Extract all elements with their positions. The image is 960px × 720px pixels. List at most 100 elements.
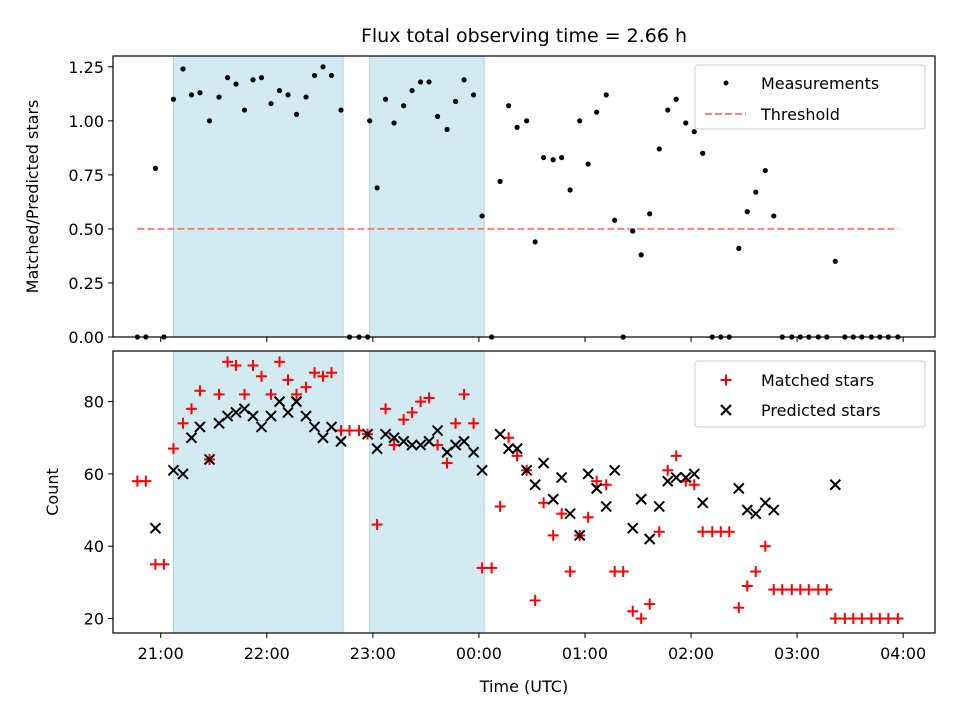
cross-stroke (502, 442, 515, 455)
bottom-legend-box (694, 360, 926, 428)
measurement-point (328, 72, 335, 79)
cross-stroke (564, 507, 576, 520)
bottom-x-ticks: 21:00 22:00 23:00 00:00 01:00 02:00 03:00 04:00 (138, 633, 926, 663)
predicted-point (449, 439, 462, 451)
matched-point (406, 406, 418, 418)
cross-stroke (414, 439, 427, 451)
measurement-point (532, 239, 538, 245)
cross-stroke (325, 421, 338, 433)
cross-stroke (750, 507, 762, 520)
matched-point (158, 558, 170, 570)
measurement-point (762, 167, 768, 174)
matched-point (222, 356, 234, 368)
measurement-point (258, 75, 265, 81)
cross-stroke (423, 435, 435, 448)
y-tick-label: 0.00 (68, 328, 104, 347)
matched-point (697, 526, 709, 538)
cross-stroke (537, 457, 550, 469)
measurement-point (665, 107, 671, 113)
predicted-point (680, 471, 692, 484)
cross-stroke (300, 410, 312, 422)
predicted-point (741, 504, 753, 516)
predicted-point (361, 428, 374, 440)
matched-point (670, 450, 682, 462)
predicted-point (149, 522, 162, 534)
matched-point (380, 403, 392, 415)
top-legend-box (694, 64, 926, 130)
cross-stroke (290, 395, 303, 408)
predicted-point (494, 428, 506, 440)
cross-stroke (379, 428, 392, 440)
matched-point (274, 356, 286, 368)
cross-stroke (555, 471, 568, 484)
y-tick-label: 1.25 (68, 58, 104, 77)
cross-stroke (573, 529, 586, 542)
measurement-point (180, 66, 186, 72)
matched-point (194, 385, 206, 397)
matched-point (627, 605, 639, 617)
cross-stroke (829, 479, 842, 491)
cross-stroke (600, 500, 612, 513)
cross-stroke (431, 424, 444, 437)
y-tick-label: 40 (84, 537, 104, 556)
cross-stroke (697, 497, 709, 509)
x-tick-label: 23:00 (350, 644, 396, 663)
matched-point (582, 511, 594, 523)
matched-point (247, 359, 259, 371)
bottom-y-ticks: 20 40 60 80 (84, 393, 113, 629)
predicted-point (768, 504, 780, 516)
measurement-point (311, 72, 318, 79)
predicted-point (600, 500, 612, 513)
predicted-point (573, 529, 586, 542)
cross-stroke (388, 432, 400, 444)
predicted-point (397, 435, 410, 448)
matched-point (476, 562, 488, 574)
measurement-point (612, 217, 618, 223)
top-x-ticks (160, 337, 904, 342)
measurement-point (188, 92, 195, 98)
measurement-point (233, 81, 239, 87)
legend-measurements-marker (723, 80, 729, 86)
measurement-point (444, 126, 450, 133)
legend-predicted-marker (720, 404, 732, 416)
measurement-point (471, 92, 477, 98)
matched-point (529, 594, 541, 606)
top-legend: Measurements Threshold (694, 64, 926, 130)
matched-point (803, 584, 815, 596)
measurement-point (434, 113, 441, 120)
x-tick-label: 21:00 (138, 644, 184, 663)
matched-point (617, 566, 629, 578)
cross-stroke (529, 479, 541, 491)
measurement-point (647, 211, 653, 217)
measurement-point (559, 154, 565, 161)
legend-matched-label: Matched stars (761, 371, 874, 390)
legend-threshold-label: Threshold (760, 105, 840, 124)
matched-point (388, 439, 400, 451)
predicted-point (547, 493, 559, 505)
predicted-point (590, 482, 603, 495)
measurement-point (497, 178, 503, 184)
measurement-point (426, 79, 432, 85)
predicted-point (414, 439, 427, 451)
cross-stroke (167, 464, 180, 477)
matched-point (635, 613, 647, 625)
cross-stroke (608, 464, 621, 477)
cross-stroke (720, 404, 732, 416)
measurement-point (216, 94, 222, 100)
predicted-point (371, 442, 383, 455)
cross-stroke (635, 493, 647, 505)
cross-stroke (511, 442, 523, 455)
measurement-point (241, 107, 248, 113)
cross-stroke (273, 395, 286, 408)
predicted-point (423, 435, 435, 448)
legend-plus (720, 374, 732, 386)
measurement-point (276, 87, 283, 94)
measurement-point (479, 213, 485, 219)
matched-point (290, 388, 302, 400)
measurement-point (401, 103, 407, 109)
cross-stroke (627, 522, 639, 534)
predicted-point (335, 435, 347, 448)
cross-stroke (662, 475, 674, 487)
matched-point (317, 370, 329, 382)
matched-point (265, 388, 277, 400)
